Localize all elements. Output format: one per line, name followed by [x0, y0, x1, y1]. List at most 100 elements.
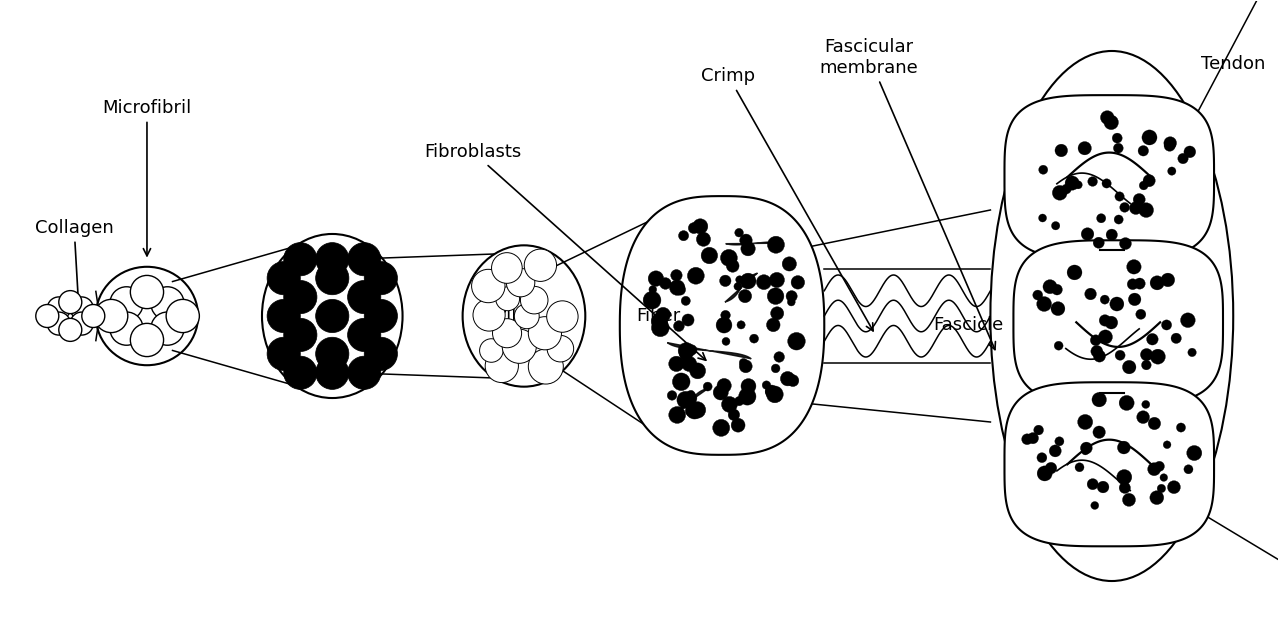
Circle shape: [771, 307, 783, 320]
Polygon shape: [724, 273, 758, 302]
Circle shape: [1149, 276, 1165, 290]
Circle shape: [365, 262, 398, 295]
Polygon shape: [1005, 382, 1213, 546]
Circle shape: [649, 286, 657, 293]
Circle shape: [689, 402, 705, 418]
Circle shape: [1046, 463, 1057, 474]
Circle shape: [756, 275, 772, 289]
Circle shape: [365, 300, 398, 332]
Circle shape: [1157, 484, 1166, 493]
Circle shape: [59, 319, 82, 341]
Circle shape: [739, 388, 756, 405]
Circle shape: [659, 277, 671, 289]
Circle shape: [1100, 315, 1111, 326]
Circle shape: [1117, 441, 1130, 454]
Circle shape: [741, 241, 755, 256]
Circle shape: [1161, 320, 1171, 330]
Circle shape: [737, 321, 745, 329]
Ellipse shape: [991, 51, 1233, 581]
Circle shape: [765, 388, 773, 396]
Circle shape: [1176, 423, 1185, 432]
Circle shape: [1142, 401, 1149, 408]
Circle shape: [786, 291, 797, 301]
Circle shape: [1098, 330, 1112, 344]
Circle shape: [1119, 482, 1130, 494]
Circle shape: [1084, 288, 1097, 300]
Circle shape: [502, 329, 536, 363]
Circle shape: [728, 409, 740, 420]
Circle shape: [547, 336, 573, 362]
Text: Fascicle: Fascicle: [933, 317, 1004, 334]
Circle shape: [787, 332, 805, 350]
Circle shape: [268, 337, 301, 370]
Circle shape: [131, 276, 164, 308]
Circle shape: [529, 317, 562, 350]
Circle shape: [713, 385, 728, 400]
Text: Microfibril: Microfibril: [102, 99, 192, 256]
Circle shape: [1123, 360, 1135, 374]
Circle shape: [733, 283, 742, 290]
Circle shape: [1087, 478, 1098, 490]
Circle shape: [1139, 181, 1148, 190]
Circle shape: [525, 249, 557, 281]
Circle shape: [365, 337, 398, 370]
Circle shape: [1115, 350, 1125, 360]
Circle shape: [1126, 260, 1142, 274]
Circle shape: [1082, 228, 1094, 240]
Circle shape: [1149, 490, 1164, 504]
Circle shape: [740, 234, 753, 246]
Circle shape: [1164, 441, 1171, 449]
Circle shape: [110, 287, 143, 320]
Circle shape: [678, 231, 689, 241]
Polygon shape: [667, 343, 751, 359]
Circle shape: [692, 219, 708, 234]
Circle shape: [673, 320, 685, 331]
Circle shape: [1093, 350, 1106, 362]
Circle shape: [781, 372, 795, 386]
Circle shape: [1171, 333, 1181, 343]
Circle shape: [1065, 176, 1079, 190]
Circle shape: [740, 273, 756, 289]
Circle shape: [1091, 335, 1101, 346]
Circle shape: [1061, 184, 1071, 194]
Circle shape: [1164, 140, 1175, 151]
Circle shape: [1050, 445, 1061, 457]
Circle shape: [765, 385, 778, 398]
Circle shape: [284, 281, 317, 313]
Circle shape: [687, 391, 695, 398]
Circle shape: [703, 382, 712, 391]
Circle shape: [110, 312, 143, 345]
Circle shape: [787, 375, 799, 387]
Circle shape: [655, 307, 671, 322]
Circle shape: [151, 287, 184, 320]
Circle shape: [1078, 142, 1092, 155]
Text: Tendon: Tendon: [1202, 54, 1266, 73]
Circle shape: [1055, 341, 1064, 350]
Circle shape: [716, 317, 732, 333]
Circle shape: [348, 243, 381, 276]
Circle shape: [1167, 481, 1180, 494]
Circle shape: [739, 289, 751, 303]
Circle shape: [1155, 461, 1165, 471]
Circle shape: [166, 300, 200, 332]
Circle shape: [735, 396, 744, 406]
Circle shape: [1119, 396, 1134, 410]
Circle shape: [1137, 411, 1149, 423]
Circle shape: [82, 305, 105, 327]
Circle shape: [767, 288, 783, 305]
Circle shape: [547, 301, 579, 332]
Circle shape: [696, 232, 710, 246]
Circle shape: [1160, 474, 1167, 482]
Circle shape: [668, 406, 686, 423]
Circle shape: [791, 276, 805, 289]
Circle shape: [529, 349, 563, 384]
Circle shape: [1140, 348, 1153, 361]
Text: Fiber: Fiber: [636, 307, 681, 325]
Circle shape: [669, 280, 685, 295]
Circle shape: [1139, 203, 1153, 217]
Circle shape: [1021, 434, 1033, 445]
Circle shape: [1133, 193, 1146, 205]
Circle shape: [1052, 284, 1062, 295]
Circle shape: [59, 291, 82, 313]
Polygon shape: [1014, 240, 1222, 404]
